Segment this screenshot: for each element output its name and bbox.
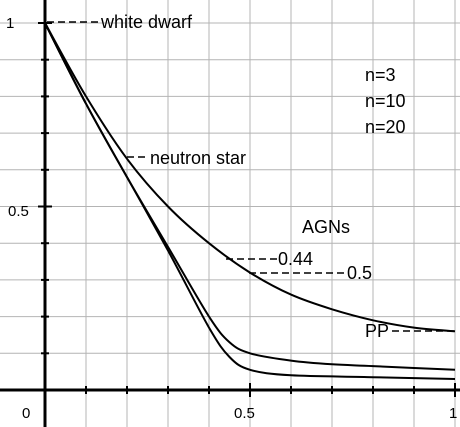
- curves: [44, 22, 456, 380]
- series-line-n3: [44, 22, 456, 333]
- x-tick-label-0.5: 0.5: [234, 405, 255, 422]
- annotation-0.44: 0.44: [278, 249, 313, 269]
- annotation-agns: AGNs: [302, 217, 350, 237]
- legend: n=3 n=10 n=20: [365, 65, 406, 137]
- series-line-n20: [44, 22, 456, 380]
- legend-n20: n=20: [365, 117, 406, 137]
- x-tick-label-1: 1: [449, 405, 457, 422]
- legend-n10: n=10: [365, 91, 406, 111]
- annotation-0.5: 0.5: [347, 263, 372, 283]
- annotation-neutron-star: neutron star: [150, 148, 246, 168]
- annotation-pp: PP: [365, 321, 389, 341]
- tick-labels: 0 0.5 1 1 0.5: [6, 15, 457, 422]
- annotation-white-dwarf: white dwarf: [100, 12, 193, 32]
- annotation-labels: white dwarf neutron star AGNs 0.44 0.5 P…: [100, 12, 389, 341]
- annotation-leaders: [47, 21, 458, 332]
- x-tick-label-0: 0: [22, 405, 30, 422]
- minor-ticks: [38, 22, 456, 397]
- y-tick-label-1: 1: [6, 15, 14, 32]
- y-tick-label-0.5: 0.5: [8, 203, 29, 220]
- legend-n3: n=3: [365, 65, 396, 85]
